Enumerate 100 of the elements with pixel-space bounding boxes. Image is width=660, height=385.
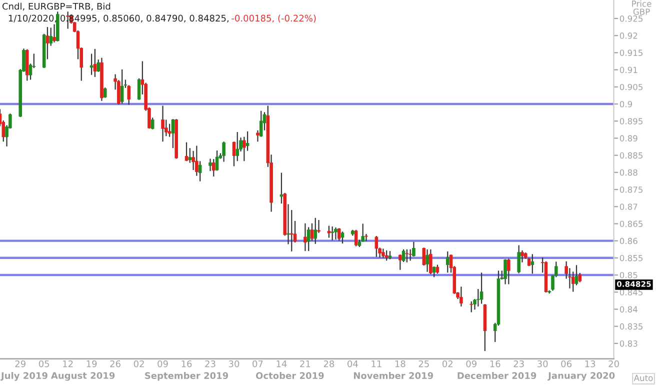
y-axis-title: Price GBP [632, 0, 652, 15]
y-tick-label: 0.855 [620, 254, 642, 262]
candlestick [310, 222, 314, 242]
candlestick [150, 117, 154, 130]
x-tick-label: 21 [300, 360, 310, 368]
candlestick [52, 24, 56, 43]
candlestick [161, 105, 164, 142]
candlestick [306, 226, 310, 252]
candlestick [290, 209, 294, 252]
candlestick [314, 217, 318, 244]
candlestick [259, 110, 263, 138]
candlestick [429, 248, 432, 275]
candlestick [412, 241, 416, 258]
text: November 2019 [354, 372, 434, 380]
candlestick [398, 254, 402, 270]
candlestick [236, 131, 240, 162]
x-tick-label: 28 [324, 360, 334, 368]
text: Auto [634, 374, 653, 382]
candlestick [530, 254, 534, 274]
candlestick [507, 258, 510, 285]
x-tick-label: 13 [585, 360, 596, 368]
candlestick [334, 226, 338, 240]
y-tick-label: 0.865 [620, 220, 642, 227]
y-tick-label: 0.905 [620, 84, 642, 90]
candlestick [208, 158, 212, 172]
x-tick-label: 07 [252, 360, 263, 368]
candlestick [517, 244, 520, 274]
x-tick-label: 26 [110, 360, 120, 368]
x-tick-label: 18 [395, 360, 406, 368]
y-tick-label: 0.89 [620, 135, 638, 142]
x-tick-label: 11 [372, 360, 382, 368]
x-tick-label: 09 [158, 360, 168, 368]
candlestick [504, 258, 507, 285]
candlestick [222, 141, 226, 162]
y-tick-label: 0.92 [620, 32, 638, 39]
candlestick [470, 300, 474, 313]
x-tick-label: 04 [348, 360, 358, 368]
text: September 2019 [145, 372, 228, 381]
candlestick [337, 228, 341, 242]
x-tick-label: 23 [514, 360, 524, 368]
annotation: -0.00185, (-0.22%) [232, 14, 316, 23]
candlestick [93, 48, 97, 78]
x-tick-label: 16 [182, 360, 192, 368]
candlestick [188, 148, 192, 164]
y-tick-label: 0.915 [620, 50, 642, 56]
x-tick-label: 06 [561, 360, 572, 368]
candlestick [256, 130, 260, 142]
x-tick-label: 14 [276, 360, 287, 368]
y-tick-label: 0.925 [620, 15, 642, 22]
candlestick [354, 229, 358, 247]
y-tick-label: 0.885 [620, 152, 642, 159]
candlestick [480, 272, 484, 304]
x-tick-label: 02 [134, 360, 144, 368]
text: January 2020 [548, 372, 615, 381]
candlestick [184, 142, 188, 162]
candlestick [212, 158, 216, 178]
x-tick-label: 23 [205, 360, 216, 368]
candlestick [340, 231, 344, 244]
candlestick [432, 266, 436, 278]
x-tick-label: 30 [538, 360, 548, 368]
candlestick [327, 225, 331, 238]
y-tick-label: 0.86 [620, 238, 638, 244]
x-tick-label: 02 [442, 360, 452, 368]
candlestick [374, 235, 378, 258]
text: October 2019 [256, 372, 324, 380]
candlestick [49, 27, 53, 46]
y-tick-label: 0.84 [620, 306, 638, 313]
y-tick-label: 0.85 [620, 272, 638, 278]
x-tick-label: 30 [228, 360, 240, 368]
candlestick [168, 123, 172, 138]
x-tick-label: 29 [15, 360, 26, 368]
candlestick [446, 250, 450, 274]
y-tick-label: 0.9 [620, 100, 632, 108]
candlestick [317, 219, 320, 234]
candlestick [304, 222, 307, 252]
x-tick-label: 16 [490, 360, 500, 368]
y-tick-label: 0.88 [620, 169, 638, 176]
candlestick [286, 204, 290, 245]
candlestick [246, 130, 250, 152]
candlestick [171, 118, 175, 149]
y-tick-label: 0.87 [620, 204, 638, 210]
x-tick-label: 09 [466, 360, 476, 368]
text: July 2019 [0, 372, 48, 381]
candlestick [520, 250, 524, 263]
chart-title: Cndl, EURGBP=TRB, Bid [2, 2, 110, 11]
candlestick [408, 248, 412, 262]
y-tick-label: 0.835 [620, 323, 642, 330]
candlestick [46, 26, 50, 60]
x-tick-label: 25 [418, 360, 429, 368]
candlestick [571, 271, 575, 292]
candlestick [330, 226, 334, 242]
text: December 2019 [458, 372, 536, 380]
y-tick-label: 0.895 [620, 118, 642, 124]
text: August 2019 [51, 372, 115, 381]
x-tick-label: 05 [38, 360, 50, 368]
y-tick-label: 0.91 [620, 66, 638, 74]
candlestick [382, 248, 385, 258]
candlestick [103, 87, 107, 98]
candlestick [405, 248, 409, 263]
candlestick [384, 250, 388, 262]
